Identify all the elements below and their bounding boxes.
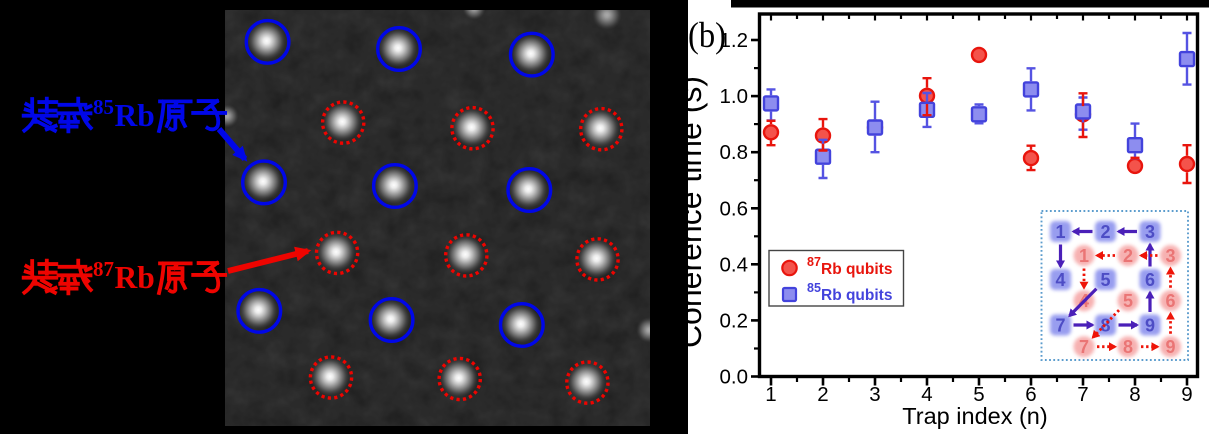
svg-text:6: 6 xyxy=(1025,383,1036,406)
svg-text:5: 5 xyxy=(1123,291,1133,311)
svg-text:87: 87 xyxy=(93,257,114,281)
svg-text:Rb: Rb xyxy=(115,260,155,295)
svg-text:7: 7 xyxy=(1079,337,1089,357)
svg-text:4: 4 xyxy=(921,383,932,406)
svg-text:8: 8 xyxy=(1123,337,1133,357)
svg-text:1.2: 1.2 xyxy=(720,29,749,52)
svg-text:0.8: 0.8 xyxy=(720,141,749,164)
svg-text:1: 1 xyxy=(1055,222,1065,242)
svg-text:Rb qubits: Rb qubits xyxy=(821,261,892,278)
svg-text:1.0: 1.0 xyxy=(720,85,749,108)
svg-text:9: 9 xyxy=(1165,337,1175,357)
svg-text:0.0: 0.0 xyxy=(720,366,749,389)
svg-text:Rb: Rb xyxy=(115,98,155,133)
svg-text:9: 9 xyxy=(1181,383,1192,406)
svg-text:5: 5 xyxy=(973,383,984,406)
svg-text:7: 7 xyxy=(1055,316,1065,336)
svg-text:2: 2 xyxy=(1100,222,1110,242)
svg-text:85: 85 xyxy=(93,95,114,119)
svg-text:0.4: 0.4 xyxy=(720,253,749,276)
svg-text:2: 2 xyxy=(817,383,828,406)
svg-text:Rb qubits: Rb qubits xyxy=(821,287,892,304)
svg-text:Coherence time (s): Coherence time (s) xyxy=(688,76,708,348)
svg-text:1: 1 xyxy=(1079,246,1089,266)
svg-text:(b): (b) xyxy=(688,15,726,55)
svg-text:9: 9 xyxy=(1145,316,1155,336)
svg-text:3: 3 xyxy=(869,383,880,406)
svg-text:3: 3 xyxy=(1165,246,1175,266)
svg-text:3: 3 xyxy=(1145,222,1155,242)
svg-text:6: 6 xyxy=(1165,291,1175,311)
svg-text:5: 5 xyxy=(1100,270,1110,290)
svg-text:6: 6 xyxy=(1145,270,1155,290)
svg-text:1: 1 xyxy=(765,383,776,406)
svg-text:2: 2 xyxy=(1123,246,1133,266)
svg-text:87: 87 xyxy=(807,255,821,269)
svg-text:0.2: 0.2 xyxy=(720,309,749,332)
svg-text:7: 7 xyxy=(1077,383,1088,406)
svg-text:Trap index (n): Trap index (n) xyxy=(902,403,1047,429)
svg-text:8: 8 xyxy=(1129,383,1140,406)
svg-text:0.6: 0.6 xyxy=(720,197,749,220)
svg-text:4: 4 xyxy=(1055,270,1065,290)
svg-text:85: 85 xyxy=(807,281,821,295)
